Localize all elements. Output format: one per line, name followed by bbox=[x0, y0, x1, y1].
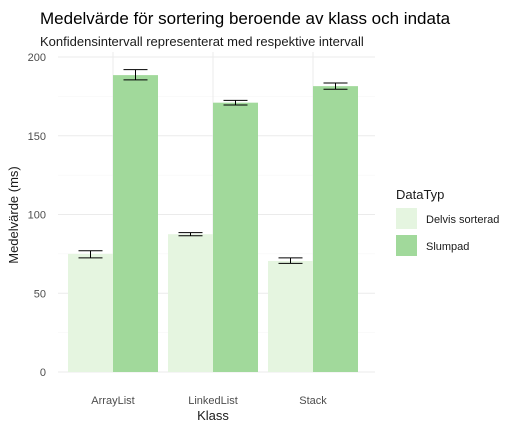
error-bar bbox=[278, 257, 303, 264]
error-bar bbox=[323, 82, 348, 90]
y-tick-label: 200 bbox=[28, 52, 46, 64]
bar-linkedlist-delvis-sorterad bbox=[168, 234, 213, 372]
error-bar bbox=[223, 99, 248, 106]
legend: DataTyp Delvis sorterad Slumpad bbox=[396, 187, 499, 256]
y-tick-label: 0 bbox=[40, 367, 46, 379]
y-tick-label: 150 bbox=[28, 131, 46, 143]
error-bar bbox=[78, 250, 103, 259]
error-bars bbox=[78, 69, 348, 264]
x-tick-label: LinkedList bbox=[188, 395, 238, 407]
y-tick-label: 50 bbox=[34, 288, 46, 300]
bar-arraylist-delvis-sorterad bbox=[68, 253, 113, 372]
error-bar bbox=[123, 69, 148, 81]
legend-key bbox=[396, 208, 417, 229]
bars bbox=[68, 75, 358, 373]
legend-label: Delvis sorterad bbox=[426, 214, 499, 226]
y-axis-title: Medelvärde (ms) bbox=[6, 166, 21, 264]
bar-stack-delvis-sorterad bbox=[268, 260, 313, 372]
legend-label: Slumpad bbox=[426, 241, 469, 253]
bar-linkedlist-slumpad bbox=[213, 102, 258, 373]
bar-arraylist-slumpad bbox=[113, 75, 158, 373]
x-axis-title: Klass bbox=[197, 408, 229, 423]
x-tick-label: Stack bbox=[299, 395, 327, 407]
error-bar bbox=[178, 232, 203, 237]
chart-title: Medelvärde för sortering beroende av kla… bbox=[40, 9, 451, 28]
legend-title: DataTyp bbox=[396, 187, 444, 202]
x-tick-label: ArrayList bbox=[91, 395, 134, 407]
x-axis-ticks: ArrayList LinkedList Stack bbox=[91, 395, 327, 407]
y-axis-ticks: 0 50 100 150 200 bbox=[28, 52, 46, 379]
legend-key bbox=[396, 235, 417, 256]
bar-stack-slumpad bbox=[313, 86, 358, 372]
y-tick-label: 100 bbox=[28, 210, 46, 222]
chart-subtitle: Konfidensintervall representerat med res… bbox=[40, 34, 364, 49]
